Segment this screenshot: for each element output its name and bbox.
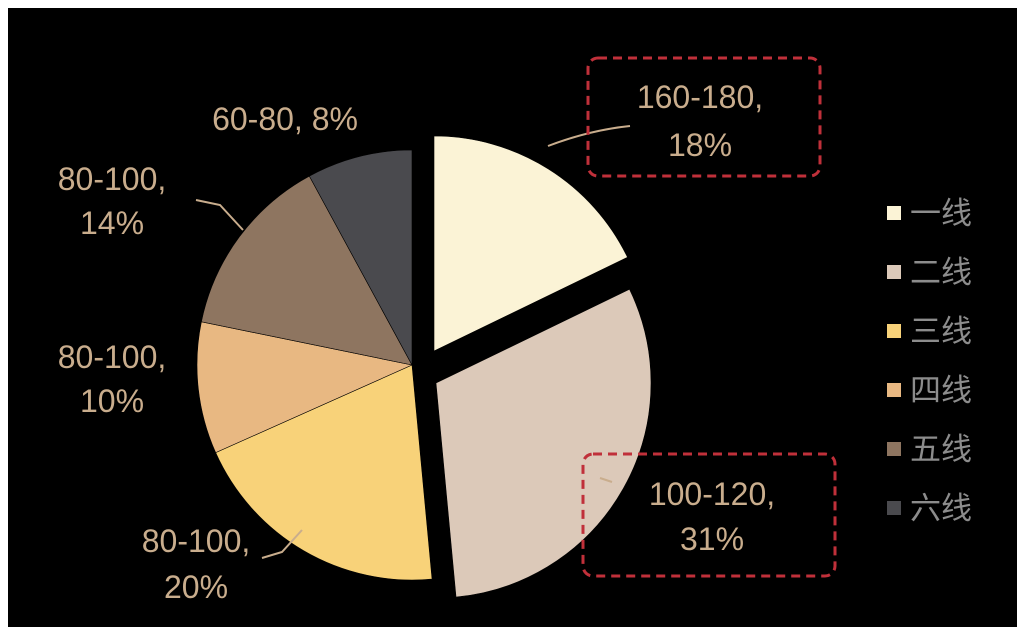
pie-slice-3 [215,364,433,581]
leader-line-3 [261,529,303,559]
data-label-3-line1: 80-100, [142,523,251,559]
pie-slice-2 [435,288,652,598]
data-label-4-line1: 80-100, [58,339,167,375]
legend-label-6: 六线 [910,491,972,527]
pie-slice-5 [201,175,413,366]
pie-slice-6 [308,149,413,366]
data-label-6-line1: 60-80, 8% [212,101,358,137]
data-label-4-line2: 10% [80,383,144,419]
highlight-box-1 [586,56,822,178]
data-label-2-line1: 100-120, [649,476,775,512]
legend-label-4: 四线 [910,373,972,409]
legend-swatch-1 [887,206,901,220]
pie-slices [196,135,652,598]
data-label-3-line2: 20% [164,569,228,605]
pie-slice-4 [196,321,413,454]
legend-swatch-4 [887,383,901,397]
data-labels: 160-180, 18% 100-120, 31% 80-100, 20% 80-100, 1… [58,79,775,605]
data-label-5-line1: 80-100, [58,161,167,197]
highlight-boxes [581,56,837,578]
data-label-2-line2: 31% [680,521,744,557]
data-label-1-line1: 160-180, [637,79,763,115]
legend-swatch-3 [887,324,901,338]
legend-swatch-5 [887,442,901,456]
legend-label-2: 二线 [910,255,972,291]
leader-line-5 [195,199,244,231]
legend-label-3: 三线 [910,314,972,350]
legend-label-5: 五线 [910,432,972,468]
legend-label-1: 一线 [910,196,972,232]
data-label-5-line2: 14% [80,205,144,241]
pie-slice-1 [433,135,628,352]
legend-swatch-2 [887,265,901,279]
highlight-box-2 [581,452,837,578]
leader-line-2 [599,477,613,483]
data-label-1-line2: 18% [668,127,732,163]
legend-swatch-6 [887,501,901,515]
